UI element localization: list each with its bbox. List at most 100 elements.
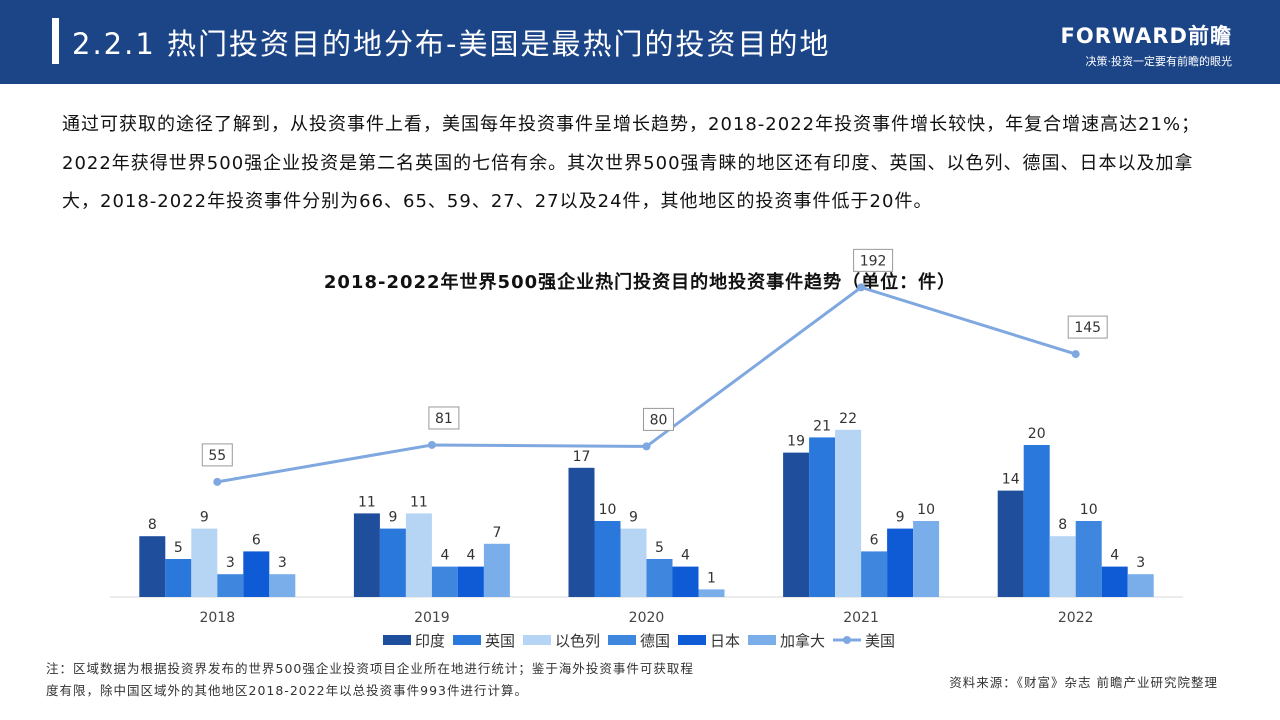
bar-英国-2021 xyxy=(809,437,836,597)
line-label: 192 xyxy=(860,253,887,269)
bar-label: 5 xyxy=(174,540,183,556)
line-label-box xyxy=(428,406,460,430)
x-tick-label: 2018 xyxy=(199,610,235,626)
bar-label: 4 xyxy=(681,548,690,564)
legend-label-日本: 日本 xyxy=(710,632,740,650)
legend-label-英国: 英国 xyxy=(485,632,515,650)
legend-swatch-印度 xyxy=(383,635,411,645)
bar-label: 9 xyxy=(200,510,209,526)
line-point-2019 xyxy=(427,440,436,449)
bar-德国-2020 xyxy=(646,559,673,597)
bar-label: 10 xyxy=(599,502,617,518)
line-point-2021 xyxy=(857,283,866,292)
line-point-2020 xyxy=(642,442,651,451)
line-label-box xyxy=(853,248,894,272)
bar-label: 4 xyxy=(440,548,449,564)
footnote: 注：区域数据为根据投资界发布的世界500强企业投资项目企业所在地进行统计；鉴于海… xyxy=(46,661,694,698)
line-point-2022 xyxy=(1071,350,1080,359)
bar-label: 21 xyxy=(813,418,831,434)
bar-加拿大-2022 xyxy=(1127,574,1154,597)
legend-label-美国: 美国 xyxy=(865,632,895,650)
bar-德国-2022 xyxy=(1075,521,1102,597)
bar-以色列-2018 xyxy=(191,528,218,597)
bar-以色列-2019 xyxy=(405,513,432,597)
bar-日本-2022 xyxy=(1101,566,1128,597)
legend-swatch-以色列 xyxy=(523,635,551,645)
logo-text: FORWARD前瞻 xyxy=(1060,24,1232,48)
bar-label: 3 xyxy=(226,555,235,571)
bar-label: 4 xyxy=(1110,548,1119,564)
x-tick-label: 2020 xyxy=(629,610,665,626)
bar-label: 11 xyxy=(410,494,428,510)
legend-swatch-加拿大 xyxy=(748,635,776,645)
bar-英国-2018 xyxy=(165,559,192,597)
legend-label-加拿大: 加拿大 xyxy=(780,632,825,650)
bar-德国-2019 xyxy=(431,566,458,597)
bar-德国-2021 xyxy=(861,551,888,597)
line-label: 80 xyxy=(650,412,668,428)
bar-以色列-2022 xyxy=(1049,536,1076,597)
bar-以色列-2020 xyxy=(620,528,647,597)
bar-日本-2021 xyxy=(887,528,914,597)
intro-paragraph: 通过可获取的途径了解到，从投资事件上看，美国每年投资事件呈增长趋势，2018-2… xyxy=(62,114,1201,212)
x-tick-label: 2021 xyxy=(843,610,879,626)
bar-label: 10 xyxy=(1080,502,1098,518)
line-label-box xyxy=(1067,315,1108,339)
chart-canvas: 8 5 9 3 6 3 2018 11 9 11 4 4 7 2019 17 10 9 5 4 1 2020 19 21 22… xyxy=(110,248,1183,650)
legend-marker-美国 xyxy=(843,636,851,644)
bar-加拿大-2019 xyxy=(483,543,510,597)
bar-英国-2019 xyxy=(379,528,406,597)
bar-label: 6 xyxy=(252,532,261,548)
bar-加拿大-2018 xyxy=(269,574,296,597)
bar-label: 20 xyxy=(1028,426,1046,442)
forward-logo: FORWARD前瞻 决策·投资一定要有前瞻的眼光 xyxy=(1061,20,1232,69)
bar-印度-2020 xyxy=(568,467,595,597)
bar-label: 10 xyxy=(917,502,935,518)
bar-label: 1 xyxy=(707,570,716,586)
bar-以色列-2021 xyxy=(835,429,862,597)
bar-印度-2019 xyxy=(353,513,380,597)
line-label: 145 xyxy=(1074,320,1101,336)
bar-日本-2018 xyxy=(243,551,270,597)
bar-加拿大-2021 xyxy=(913,521,940,597)
bar-label: 8 xyxy=(148,517,157,533)
bar-印度-2018 xyxy=(139,536,166,597)
bar-label: 17 xyxy=(573,449,591,465)
bar-label: 22 xyxy=(839,411,857,427)
bar-label: 4 xyxy=(466,548,475,564)
legend-swatch-英国 xyxy=(453,635,481,645)
bar-印度-2021 xyxy=(783,452,810,597)
bar-印度-2022 xyxy=(997,490,1024,597)
bar-label: 19 xyxy=(787,434,805,450)
legend-label-德国: 德国 xyxy=(640,632,670,650)
bar-label: 9 xyxy=(388,510,397,526)
source-note: 资料来源：《财富》杂志 前瞻产业研究院整理 xyxy=(949,675,1218,690)
title-accent-bar xyxy=(52,18,59,64)
bar-德国-2018 xyxy=(217,574,244,597)
page-title: 2.2.1 热门投资目的地分布-美国是最热门的投资目的地 xyxy=(72,27,831,61)
bar-英国-2022 xyxy=(1023,445,1050,597)
x-tick-label: 2022 xyxy=(1058,610,1094,626)
bar-label: 7 xyxy=(492,525,501,541)
line-label-box xyxy=(201,443,233,467)
bar-label: 6 xyxy=(870,532,879,548)
legend-swatch-日本 xyxy=(678,635,706,645)
line-label: 55 xyxy=(208,448,226,464)
bar-label: 3 xyxy=(1136,555,1145,571)
bar-加拿大-2020 xyxy=(698,589,725,597)
bar-日本-2020 xyxy=(672,566,699,597)
bar-label: 11 xyxy=(358,494,376,510)
chart-title: 2018-2022年世界500强企业热门投资目的地投资事件趋势（单位：件） xyxy=(323,272,957,293)
bar-label: 14 xyxy=(1002,472,1020,488)
bar-label: 8 xyxy=(1058,517,1067,533)
x-tick-label: 2019 xyxy=(414,610,450,626)
bar-label: 9 xyxy=(629,510,638,526)
legend-label-印度: 印度 xyxy=(415,632,445,650)
bar-label: 3 xyxy=(278,555,287,571)
line-label: 81 xyxy=(435,411,453,427)
line-point-2018 xyxy=(213,477,222,486)
logo-slogan: 决策·投资一定要有前瞻的眼光 xyxy=(1085,55,1233,68)
bar-日本-2019 xyxy=(457,566,484,597)
bar-label: 9 xyxy=(896,510,905,526)
bar-label: 5 xyxy=(655,540,664,556)
